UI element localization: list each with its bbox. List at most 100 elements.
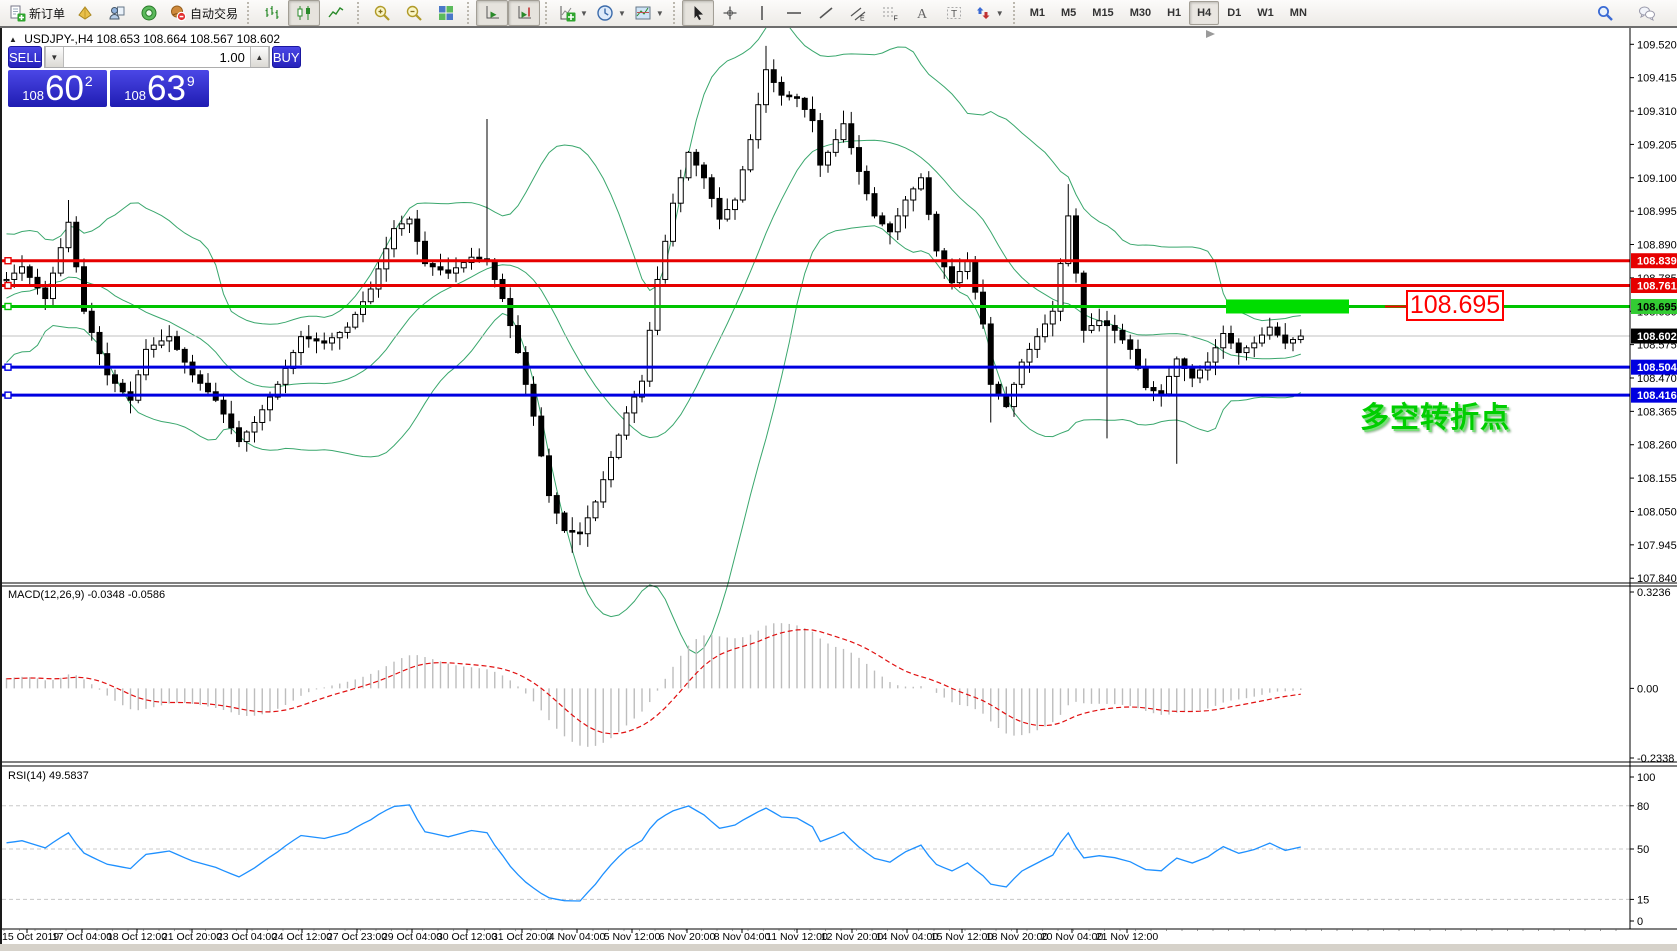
candle-body xyxy=(1096,320,1103,327)
timeframe-mn-button[interactable]: MN xyxy=(1289,7,1307,19)
candle-body xyxy=(1127,339,1134,350)
candle-body xyxy=(1088,325,1095,331)
candle-body xyxy=(515,325,521,354)
chart-wizard-button[interactable] xyxy=(69,0,101,26)
profiles-button[interactable] xyxy=(101,0,133,26)
text-button[interactable]: A xyxy=(906,0,938,26)
timeframe-h1-button[interactable]: H1 xyxy=(1167,7,1182,19)
chevron-down-icon[interactable]: ▼ xyxy=(580,8,588,18)
new-order-button[interactable]: 新订单 xyxy=(4,0,69,26)
timeframe-m30-button[interactable]: M30 xyxy=(1129,7,1152,19)
sell-price-display[interactable]: 108 60 2 xyxy=(8,70,107,107)
candle-body xyxy=(925,177,932,215)
timeframe-m1-button[interactable]: M1 xyxy=(1029,7,1045,19)
timeframe-m15-button[interactable]: M15 xyxy=(1092,7,1114,19)
periods-icon xyxy=(596,4,614,22)
candle-body xyxy=(987,323,994,385)
chart-shift-marker-icon[interactable] xyxy=(1206,30,1215,38)
search-icon xyxy=(1596,4,1614,22)
candle-body xyxy=(1034,336,1041,350)
timeframe-w1-button[interactable]: W1 xyxy=(1257,7,1274,19)
sell-button[interactable]: SELL xyxy=(8,46,42,68)
price-tag-text: 108.695 xyxy=(1637,301,1677,313)
candle-body xyxy=(150,344,157,350)
timeframe-m5-button[interactable]: M5 xyxy=(1061,7,1077,19)
pivot-zone-highlight[interactable] xyxy=(1226,299,1349,314)
volume-decrease-button[interactable]: ▼ xyxy=(44,47,64,67)
candle-body xyxy=(1228,332,1234,344)
hline-handle[interactable] xyxy=(4,281,12,290)
horizontal-line-button[interactable] xyxy=(778,0,810,26)
candle-body xyxy=(887,223,893,233)
volume-increase-button[interactable]: ▲ xyxy=(249,47,269,67)
candle-body xyxy=(1073,215,1079,274)
auto-scroll-icon xyxy=(483,4,501,22)
candle-body xyxy=(220,399,227,415)
candle-body xyxy=(437,266,444,271)
vertical-line-button[interactable] xyxy=(746,0,778,26)
indicators-button[interactable]: ▼ xyxy=(554,0,592,26)
date-axis-label: 24 Oct 12:00 xyxy=(272,931,332,943)
pivot-annotation-text[interactable]: 多空转折点 xyxy=(1360,402,1511,434)
chevron-down-icon[interactable]: ▼ xyxy=(995,8,1004,18)
autotrading-button[interactable]: 自动交易 xyxy=(165,0,242,26)
templates-button[interactable]: ▼ xyxy=(630,0,668,26)
price-tag-text: 108.602 xyxy=(1637,331,1677,343)
trendline-icon xyxy=(817,4,835,22)
bar-chart-button[interactable] xyxy=(256,0,288,26)
candle-body xyxy=(825,151,831,166)
autotrading-icon xyxy=(169,4,187,22)
candle-body xyxy=(1220,332,1227,349)
price-tag-text: 108.504 xyxy=(1637,362,1677,374)
volume-input[interactable] xyxy=(63,47,250,67)
chevron-down-icon[interactable]: ▼ xyxy=(655,8,664,18)
trendline-button[interactable] xyxy=(810,0,842,26)
tile-windows-button[interactable] xyxy=(430,0,462,26)
text-icon: A xyxy=(913,4,931,22)
buy-price-display[interactable]: 108 63 9 xyxy=(110,70,209,107)
chevron-down-icon[interactable]: ▼ xyxy=(617,8,626,18)
timeframe-d1-button[interactable]: D1 xyxy=(1227,7,1242,19)
buy-button[interactable]: BUY xyxy=(271,46,301,68)
auto-scroll-button[interactable] xyxy=(476,0,509,26)
cursor-button[interactable] xyxy=(681,0,714,26)
candle-body xyxy=(941,250,948,268)
chart-shift-button[interactable] xyxy=(508,0,541,26)
search-button[interactable] xyxy=(1589,0,1621,26)
line-chart-button[interactable] xyxy=(320,0,352,26)
zoom-in-button[interactable] xyxy=(366,0,398,26)
candle-body xyxy=(894,215,901,233)
candle-body xyxy=(848,123,855,149)
new-order-button-label: 新订单 xyxy=(29,6,66,21)
indicators-icon xyxy=(558,4,576,22)
text-label-button[interactable]: T xyxy=(938,0,970,26)
arrows-button[interactable]: ▼ xyxy=(970,0,1008,26)
hline-handle[interactable] xyxy=(4,391,12,399)
candle-body xyxy=(499,278,506,300)
timeframe-h4-button[interactable]: H4 xyxy=(1189,1,1220,25)
candlestick-button[interactable] xyxy=(288,0,321,26)
candle-body xyxy=(670,202,676,242)
hline-handle[interactable] xyxy=(4,302,12,311)
collapse-arrow-icon[interactable]: ▲ xyxy=(9,35,17,44)
toolbar-separator xyxy=(545,2,551,24)
crosshair-button[interactable] xyxy=(714,0,746,26)
price-level-box[interactable]: 108.695 xyxy=(1406,290,1504,321)
candle-body xyxy=(1119,329,1126,341)
hline-handle[interactable] xyxy=(4,257,12,265)
candle-body xyxy=(739,169,746,201)
candle-body xyxy=(1142,367,1149,389)
periods-button[interactable]: ▼ xyxy=(592,0,630,26)
buy-price-pipette: 9 xyxy=(186,73,195,89)
candle-body xyxy=(708,177,715,199)
navigator-button[interactable] xyxy=(133,0,165,26)
zoom-out-button[interactable] xyxy=(398,0,430,26)
zoom-out-icon xyxy=(405,4,423,22)
chat-button[interactable] xyxy=(1631,0,1663,26)
candle-body xyxy=(530,383,537,417)
hline-handle[interactable] xyxy=(4,363,12,371)
rsi-line xyxy=(6,804,1301,902)
fibonacci-button[interactable]: F xyxy=(874,0,906,26)
equidistant-channel-button[interactable]: E xyxy=(842,0,874,26)
